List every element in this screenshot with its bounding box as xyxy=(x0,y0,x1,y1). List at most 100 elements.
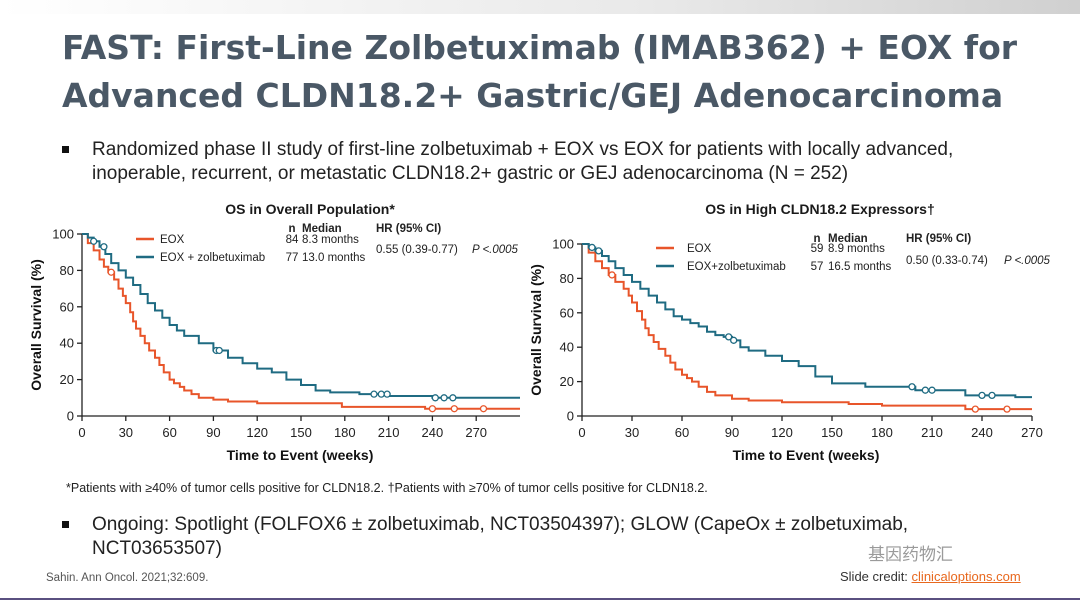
y-tick-label: 60 xyxy=(60,299,74,314)
x-tick-label: 30 xyxy=(625,425,639,440)
censor-mark xyxy=(370,390,378,398)
km-chart-high-expressors: 0 20 40 60 80 100 0 30 60 90 120 150 180 210 240 270 Tim… xyxy=(528,233,1051,463)
slide-credit: Slide credit: clinicaloptions.com xyxy=(840,569,1021,584)
censor-mark xyxy=(730,336,738,344)
censor-mark xyxy=(595,247,603,255)
legend-header-median: Median xyxy=(828,233,868,245)
legend-n-value: 77 xyxy=(286,252,299,264)
censor-mark xyxy=(90,237,98,245)
x-tick-label: 180 xyxy=(334,425,356,440)
watermark: 基因药物汇 xyxy=(868,545,953,564)
legend-hr-value: 0.55 (0.39-0.77) xyxy=(376,244,458,256)
censor-mark xyxy=(971,405,979,413)
legend-header-n: n xyxy=(813,233,820,245)
x-tick-label: 270 xyxy=(465,425,487,440)
km-curve-eox xyxy=(582,243,1032,411)
censor-mark xyxy=(377,390,385,398)
credit-prefix: Slide credit: xyxy=(840,569,912,584)
km-curve-zolbetuximab xyxy=(82,233,520,399)
x-tick-label: 90 xyxy=(206,425,220,440)
censor-mark xyxy=(215,346,223,355)
legend-median-value: 8.9 months xyxy=(828,243,885,255)
legend-n-value: 84 xyxy=(286,234,299,246)
reference: Sahin. Ann Oncol. 2021;32:609. xyxy=(46,572,209,584)
x-tick-label: 30 xyxy=(119,425,133,440)
censor-mark xyxy=(100,243,108,251)
x-tick-label: 150 xyxy=(821,425,843,440)
x-tick-label: 210 xyxy=(921,425,943,440)
km-chart-overall: 0 20 40 60 80 100 0 30 60 90 120 150 180 210 240 270 Tim… xyxy=(28,223,520,463)
censor-mark xyxy=(431,394,439,402)
legend-median-value: 8.3 months xyxy=(302,234,359,246)
censor-mark xyxy=(383,390,391,398)
legend-median-value: 13.0 months xyxy=(302,252,366,264)
credit-link[interactable]: clinicaloptions.com xyxy=(911,569,1021,584)
y-tick-label: 60 xyxy=(560,305,574,320)
legend-series-name: EOX+zolbetuximab xyxy=(687,261,786,273)
y-tick-label: 80 xyxy=(60,263,74,278)
bullet-square-icon xyxy=(62,521,69,528)
y-axis-label: Overall Survival (%) xyxy=(28,259,44,391)
censor-mark xyxy=(608,271,616,279)
legend-header-hr: HR (95% CI) xyxy=(906,233,971,245)
legend-p-value: P <.0005 xyxy=(1004,255,1051,267)
legend-n-value: 57 xyxy=(811,261,824,273)
y-tick-label: 80 xyxy=(560,271,574,286)
legend-header-n: n xyxy=(288,223,295,235)
legend-p-value: P <.0005 xyxy=(472,244,519,256)
chart-title-high-expressors: OS in High CLDN18.2 Expressors† xyxy=(705,201,935,217)
censor-mark xyxy=(908,383,916,391)
x-axis-label: Time to Event (weeks) xyxy=(733,447,880,463)
x-tick-label: 120 xyxy=(771,425,793,440)
y-tick-label: 100 xyxy=(552,237,574,252)
y-tick-label: 40 xyxy=(560,340,574,355)
x-tick-label: 60 xyxy=(162,425,176,440)
censor-mark xyxy=(921,386,929,394)
censor-mark xyxy=(107,268,115,276)
censor-mark xyxy=(440,394,448,402)
legend-median-value: 16.5 months xyxy=(828,261,892,273)
censor-mark xyxy=(428,405,437,413)
x-tick-label: 120 xyxy=(246,425,268,440)
censor-mark xyxy=(978,391,986,400)
censor-mark xyxy=(588,243,596,252)
y-tick-label: 20 xyxy=(60,372,74,387)
x-tick-label: 210 xyxy=(378,425,400,440)
legend-header-median: Median xyxy=(302,223,342,235)
x-axis-label: Time to Event (weeks) xyxy=(227,447,374,463)
x-tick-label: 0 xyxy=(578,425,585,440)
x-tick-label: 240 xyxy=(971,425,993,440)
legend-header-hr: HR (95% CI) xyxy=(376,223,441,235)
y-tick-label: 0 xyxy=(67,409,74,424)
x-tick-label: 180 xyxy=(871,425,893,440)
footnote: *Patients with ≥40% of tumor cells posit… xyxy=(66,481,708,495)
bullet-text: Ongoing: Spotlight (FOLFOX6 ± zolbetuxim… xyxy=(92,514,909,559)
y-tick-label: 40 xyxy=(60,336,74,351)
x-tick-label: 240 xyxy=(422,425,444,440)
y-tick-label: 0 xyxy=(567,409,574,424)
legend-hr-value: 0.50 (0.33-0.74) xyxy=(906,255,988,267)
censor-mark xyxy=(1003,405,1011,413)
legend-series-name: EOX xyxy=(687,243,712,255)
y-tick-label: 20 xyxy=(560,374,574,389)
bullet-square-icon xyxy=(62,146,69,153)
censor-mark xyxy=(479,405,488,413)
x-tick-label: 0 xyxy=(78,425,85,440)
legend-n-value: 59 xyxy=(811,243,824,255)
censor-mark xyxy=(988,391,996,400)
bottom-divider xyxy=(0,598,1080,600)
x-tick-label: 60 xyxy=(675,425,689,440)
censor-mark xyxy=(725,333,733,341)
bullet-text: Randomized phase II study of first-line … xyxy=(92,139,954,184)
x-tick-label: 270 xyxy=(1021,425,1043,440)
censor-mark xyxy=(450,405,458,413)
y-axis-label: Overall Survival (%) xyxy=(528,264,544,396)
x-tick-label: 90 xyxy=(725,425,739,440)
censor-mark xyxy=(928,386,936,394)
censor-mark xyxy=(449,394,457,402)
x-tick-label: 150 xyxy=(290,425,312,440)
legend-series-name: EOX + zolbetuximab xyxy=(160,252,265,264)
top-decor-band xyxy=(0,0,1080,14)
km-curve-zolbetuximab xyxy=(582,243,1032,399)
